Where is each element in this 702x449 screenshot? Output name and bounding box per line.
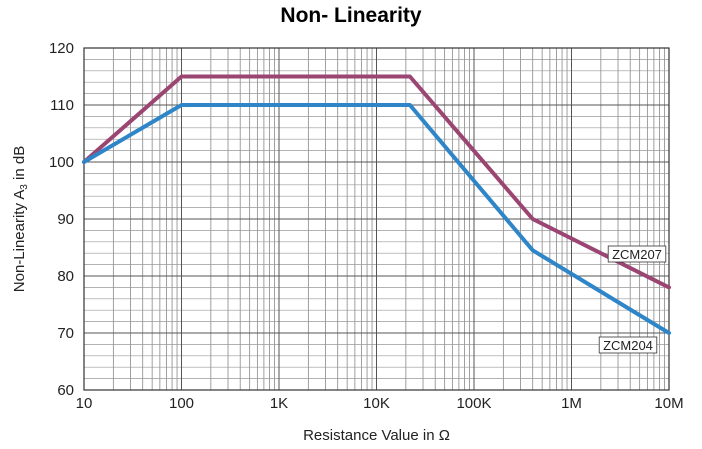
series-line-zcm204 [82,103,671,335]
x-tick-labels: 10 100 1K 10K 100K 1M 10M [76,395,684,412]
y-tick-label: 80 [57,268,74,285]
y-tick-label: 110 [50,97,74,114]
x-tick-label: 1K [270,395,288,412]
y-axis-label: Non-Linearity A3 in dB [11,146,30,292]
x-tick-label: 10M [654,395,683,412]
y-tick-label: 100 [49,154,74,171]
x-tick-label: 100 [169,395,194,412]
x-tick-label: 1M [561,395,582,412]
series-tag-zcm204: ZCM204 [603,338,653,353]
series-tags: ZCM207 ZCM204 [598,245,667,354]
y-tick-label: 70 [57,325,74,342]
chart-title: Non- Linearity [280,4,422,27]
series-tag-zcm207: ZCM207 [612,247,662,262]
y-tick-label: 90 [57,211,74,228]
y-tick-labels: 60 70 80 90 100 110 120 [49,40,74,399]
y-tick-label: 120 [49,40,74,57]
x-tick-label: 10K [363,395,390,412]
x-tick-label: 10 [76,395,93,412]
series-layer [82,74,671,335]
plot-frame [83,47,670,391]
x-axis-label: Resistance Value in Ω [303,427,450,444]
series-tag-box [598,336,658,354]
y-tick-label: 60 [57,382,74,399]
series-line-zcm207 [82,74,671,290]
series-tag-box [607,245,667,263]
x-tick-label: 100K [456,395,491,412]
